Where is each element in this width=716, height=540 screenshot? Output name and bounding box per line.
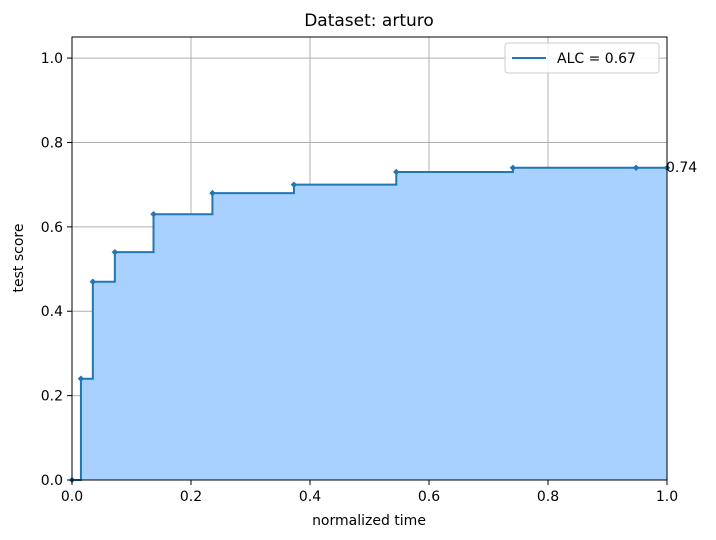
chart-title: Dataset: arturo: [304, 11, 434, 31]
data-point: [632, 164, 640, 171]
x-tick-label: 0.4: [299, 489, 321, 505]
data-point: [209, 189, 216, 197]
data-point: [150, 211, 157, 218]
x-tick-label: 0.8: [537, 489, 559, 505]
score-area: [72, 167, 667, 481]
x-tick-label: 1.0: [656, 489, 678, 505]
legend: ALC = 0.67: [504, 42, 660, 74]
plot-frame: [71, 36, 668, 481]
data-point: [89, 278, 97, 285]
y-tick-label: 0.4: [41, 304, 63, 320]
final-score-label: 0.74: [666, 160, 697, 176]
data-point: [393, 168, 400, 176]
y-tick-label: 0.8: [41, 135, 63, 151]
score-area-fill: [72, 167, 667, 481]
data-point: [111, 248, 119, 256]
series-line: [72, 166, 667, 481]
y-axis-label: test score: [11, 224, 27, 293]
legend-entry: ALC = 0.67: [557, 51, 636, 67]
score-step-line: [72, 166, 667, 481]
y-tick-label: 0.6: [41, 220, 63, 236]
score-markers: [68, 164, 671, 484]
annotations: 0.74: [666, 160, 697, 176]
data-point: [77, 375, 85, 382]
x-tick-label: 0.2: [180, 489, 202, 505]
y-tick-label: 0.2: [41, 389, 63, 405]
x-axis-ticks: 0.0 0.2 0.4 0.6 0.8 1.0: [61, 480, 678, 505]
x-tick-label: 0.6: [418, 489, 440, 505]
y-tick-label: 1.0: [41, 51, 63, 67]
data-point: [290, 181, 298, 188]
x-tick-label: 0.0: [61, 489, 83, 505]
data-point: [509, 164, 517, 171]
legend-box: [504, 42, 660, 74]
x-axis-label: normalized time: [312, 513, 426, 529]
y-axis-ticks: 0.0 0.2 0.4 0.6 0.8 1.0: [41, 51, 72, 489]
y-tick-label: 0.0: [41, 473, 63, 489]
